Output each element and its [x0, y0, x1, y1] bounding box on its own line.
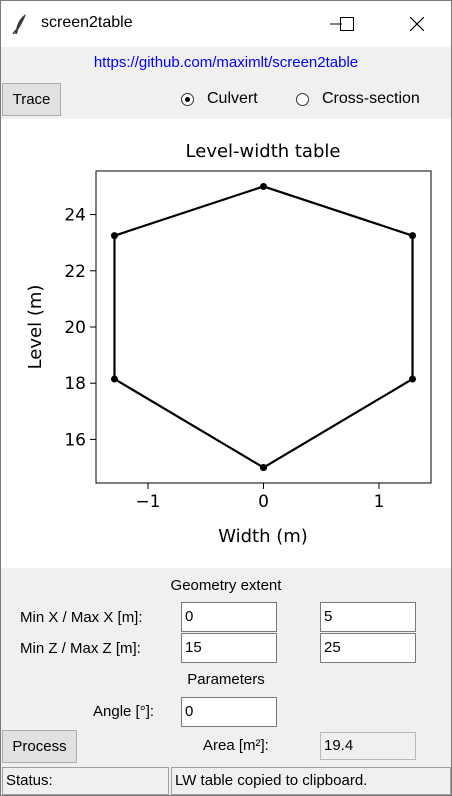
status-message: LW table copied to clipboard.	[171, 767, 451, 795]
maximize-button[interactable]	[324, 1, 370, 47]
radio-cross-section-indicator[interactable]	[296, 92, 309, 106]
y-tick-label: 22	[64, 262, 86, 282]
radio-cross-section-label: Cross-section	[322, 90, 420, 107]
chart-title: Level-width table	[186, 141, 341, 162]
angle-input[interactable]: 0	[181, 697, 277, 727]
radio-culvert-label: Culvert	[207, 90, 258, 107]
minmax-x-label: Min X / Max X [m]:	[20, 609, 143, 626]
max-x-input[interactable]: 5	[320, 602, 416, 632]
y-tick-label: 16	[64, 430, 86, 450]
level-width-chart: Level-width table −1 0 1 16 18 20 22 24 Width …	[25, 141, 432, 547]
geometry-section-title: Geometry extent	[170, 577, 282, 594]
y-tick-label: 18	[64, 374, 86, 394]
plot-canvas: Level-width table −1 0 1 16 18 20 22 24 Width …	[1, 119, 451, 568]
maximize-icon	[340, 17, 354, 31]
radio-culvert-indicator[interactable]	[181, 92, 194, 106]
x-tick-label: 1	[374, 492, 385, 512]
data-point	[260, 464, 267, 472]
min-z-input[interactable]: 15	[181, 633, 277, 663]
x-tick-label: −1	[135, 492, 160, 512]
window-title: screen2table	[41, 14, 133, 31]
minmax-z-label: Min Z / Max Z [m]:	[20, 640, 141, 657]
y-axis-label: Level (m)	[25, 285, 46, 370]
plot-frame	[95, 170, 432, 484]
x-axis-ticks: −1 0 1	[135, 483, 384, 512]
close-icon	[410, 17, 424, 31]
parameters-section-title: Parameters	[187, 671, 265, 688]
close-button[interactable]	[394, 1, 440, 47]
area-label: Area [m²]:	[203, 737, 269, 754]
y-axis-ticks: 16 18 20 22 24	[64, 206, 96, 450]
process-button[interactable]: Process	[2, 730, 77, 763]
radio-culvert[interactable]: Culvert	[181, 89, 258, 109]
trace-button[interactable]: Trace	[2, 83, 61, 116]
status-label: Status:	[2, 767, 169, 795]
feather-icon	[12, 14, 26, 35]
data-point	[409, 232, 417, 240]
x-axis-label: Width (m)	[218, 526, 308, 547]
data-point	[260, 182, 267, 190]
title-bar[interactable]: screen2table	[1, 1, 451, 47]
data-point	[110, 232, 118, 240]
data-point	[110, 375, 118, 383]
angle-label: Angle [°]:	[93, 703, 155, 720]
radio-cross-section[interactable]: Cross-section	[296, 89, 420, 109]
max-z-input[interactable]: 25	[320, 633, 416, 663]
y-tick-label: 24	[64, 206, 86, 226]
y-tick-label: 20	[64, 318, 86, 338]
data-point	[409, 375, 417, 383]
area-value: 19.4	[320, 732, 416, 760]
series-group	[110, 182, 417, 472]
x-tick-label: 0	[258, 492, 269, 512]
series-line	[113, 185, 414, 469]
min-x-input[interactable]: 0	[181, 602, 277, 632]
github-link[interactable]: https://github.com/maximlt/screen2table	[93, 54, 359, 71]
